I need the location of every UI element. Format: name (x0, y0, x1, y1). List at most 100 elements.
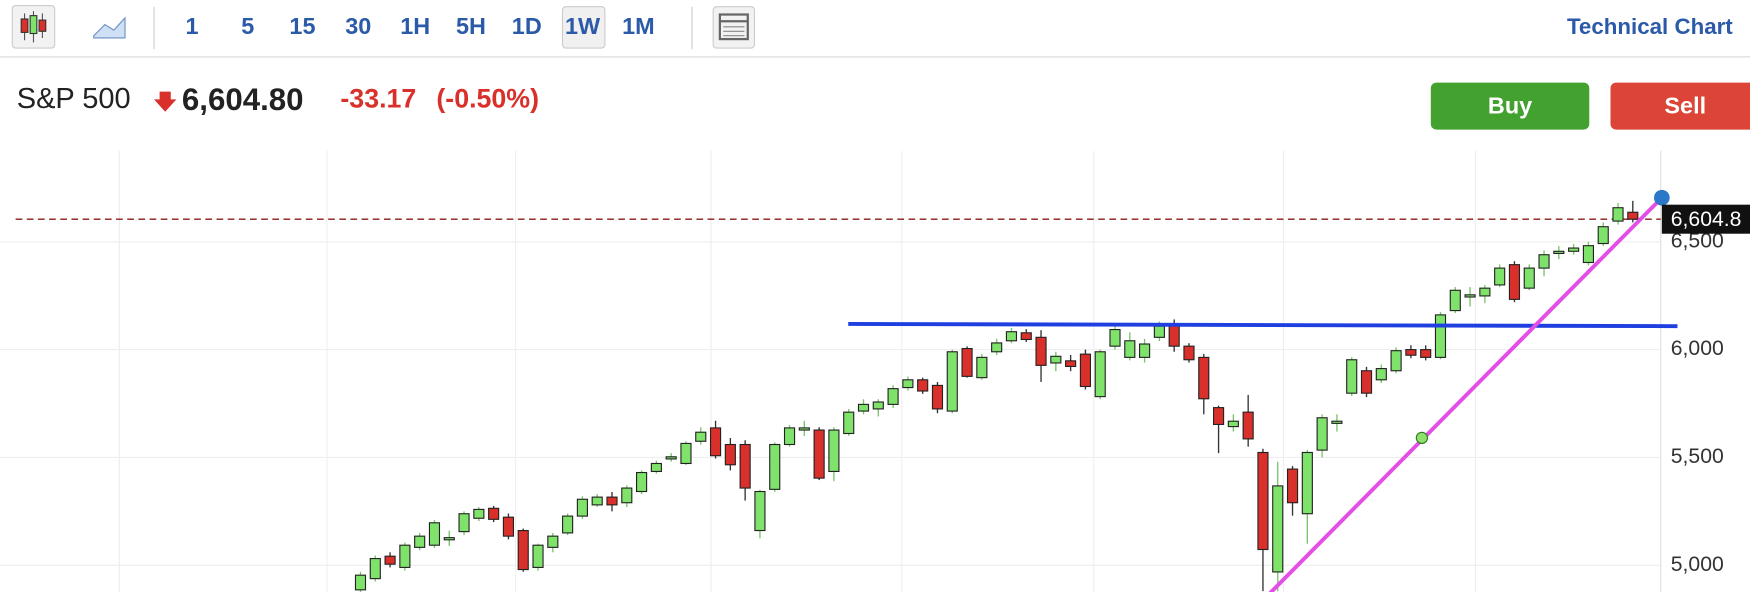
candle-body (1346, 359, 1358, 394)
candle-body (1050, 355, 1062, 364)
candle-body (1139, 343, 1151, 358)
interval-button[interactable]: 1D (512, 13, 542, 39)
candle-body (1405, 349, 1417, 356)
candle-body (1449, 289, 1461, 312)
candle-body (621, 487, 633, 504)
price: 6,604.80 (182, 82, 304, 117)
candle-body (1301, 451, 1313, 515)
candle-body (1612, 207, 1624, 222)
sell-button[interactable] (1610, 82, 1750, 130)
candle-body (354, 574, 367, 591)
candle-body (1183, 345, 1195, 361)
candle-body (1464, 294, 1476, 298)
candle-body (1390, 350, 1402, 372)
candle-body (1242, 411, 1254, 440)
trendline-handle[interactable] (1654, 189, 1670, 206)
y-tick-label: 6,500 (1671, 229, 1724, 252)
horizontal-trendline[interactable] (848, 321, 1678, 329)
last-price-label: 6,604.8 (1671, 208, 1742, 231)
buy-button[interactable] (1430, 82, 1590, 130)
candle-body (1479, 287, 1491, 297)
interval-button[interactable]: 30 (345, 13, 371, 39)
candle-body (917, 379, 929, 392)
candle-body (1094, 351, 1106, 398)
candle-body (709, 427, 722, 457)
last-price-box (1661, 204, 1750, 234)
candle-body (1212, 407, 1225, 426)
trendline-handle[interactable] (1415, 431, 1429, 444)
candle-body (384, 555, 396, 565)
candle-body (1257, 451, 1269, 551)
sell-label[interactable]: Sell (1664, 92, 1706, 118)
vertical-grid (118, 150, 1477, 592)
candle-body (650, 462, 662, 473)
candle-body (843, 411, 855, 435)
candle-body (532, 544, 544, 568)
candle-body (1109, 329, 1121, 347)
candle-body (1523, 267, 1535, 289)
trendline[interactable] (1268, 196, 1664, 592)
candle-body (1079, 353, 1091, 388)
candle-body (1020, 332, 1032, 341)
instrument-name: S&P 500 (17, 83, 131, 115)
interval-button[interactable]: 1H (400, 13, 430, 39)
candle-body (1627, 211, 1639, 220)
candle-body (961, 347, 973, 377)
candle-body (1597, 226, 1609, 245)
buy-label[interactable]: Buy (1488, 92, 1532, 118)
candle-body (1035, 336, 1047, 366)
interval-button[interactable]: 15 (289, 13, 315, 39)
candle-body (1538, 254, 1550, 269)
candle-body (1005, 331, 1018, 342)
candle-body (976, 356, 988, 379)
interval-button[interactable]: 5 (241, 13, 254, 39)
candle-body (1420, 349, 1432, 358)
candle-body (1553, 250, 1565, 254)
candle-body (798, 427, 810, 431)
line-icon-button[interactable] (93, 16, 126, 39)
candle-body (399, 544, 411, 568)
candle-body (739, 443, 751, 489)
candle-body (1168, 323, 1180, 347)
change: -33.17 (340, 84, 416, 114)
candle-body (665, 456, 677, 460)
candle-body (902, 379, 914, 389)
y-tick-label: 5,000 (1671, 553, 1724, 576)
candle-body (443, 537, 455, 541)
candle-body (1065, 360, 1077, 367)
candle-body (828, 429, 840, 473)
candle-body (813, 429, 825, 479)
candle-body (369, 558, 381, 580)
candle-body (857, 403, 870, 412)
candle-body (946, 351, 958, 412)
candle-body (754, 490, 766, 532)
candle-body (931, 384, 944, 410)
candle-body (1494, 267, 1506, 286)
candle-body (724, 443, 736, 466)
candle-body (1434, 314, 1447, 358)
candle-body (1316, 417, 1328, 451)
candle-body (695, 431, 707, 442)
candle-body (591, 496, 603, 506)
interval-button[interactable]: 5H (456, 13, 486, 39)
candle-body (887, 388, 899, 405)
toolbar-title[interactable]: Technical Chart (1567, 14, 1733, 39)
candle-body (991, 342, 1003, 353)
candle-body (428, 522, 441, 546)
interval-button[interactable]: 1 (185, 13, 198, 39)
candle-body (1582, 245, 1595, 264)
candle-body (1153, 325, 1165, 338)
interval-button[interactable]: 1M (622, 13, 655, 39)
change-percent: (-0.50%) (436, 84, 539, 114)
quote-header: S&P 500 6,604.80 -33.17 (-0.50%) Buy Sel… (17, 82, 1750, 130)
down-arrow (154, 91, 177, 112)
candle-body (680, 442, 692, 465)
candle-body (1360, 370, 1373, 394)
candle-body (1286, 468, 1299, 504)
candle-body (458, 513, 470, 533)
candle-body (1375, 368, 1387, 381)
candle-body (562, 515, 574, 534)
interval-button[interactable]: 1W (565, 13, 601, 39)
y-tick-label: 5,500 (1671, 445, 1724, 468)
